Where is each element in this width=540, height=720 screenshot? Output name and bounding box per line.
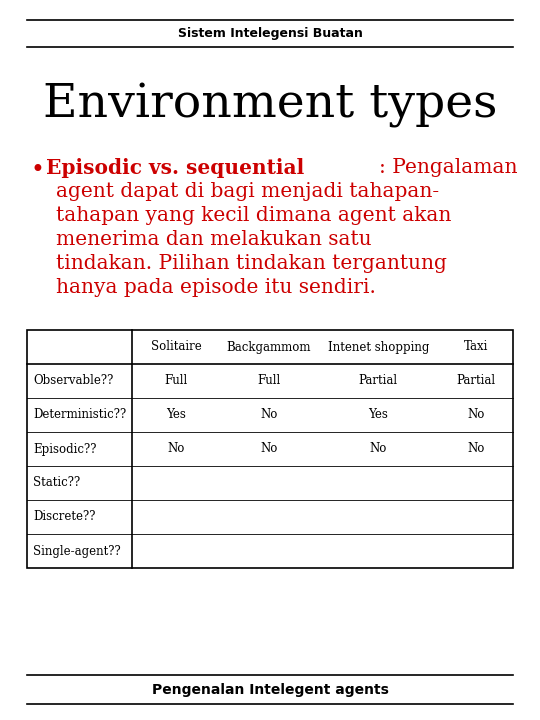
- Text: Observable??: Observable??: [33, 374, 113, 387]
- Text: Partial: Partial: [456, 374, 495, 387]
- Text: Intenet shopping: Intenet shopping: [328, 341, 429, 354]
- Text: Discrete??: Discrete??: [33, 510, 96, 523]
- Text: Deterministic??: Deterministic??: [33, 408, 126, 421]
- Text: agent dapat di bagi menjadi tahapan-: agent dapat di bagi menjadi tahapan-: [56, 182, 439, 201]
- Text: Yes: Yes: [368, 408, 388, 421]
- Text: Backgammom: Backgammom: [227, 341, 312, 354]
- Text: No: No: [467, 408, 484, 421]
- Text: Full: Full: [258, 374, 281, 387]
- Text: Yes: Yes: [166, 408, 186, 421]
- Text: No: No: [260, 408, 278, 421]
- Text: : Pengalaman: : Pengalaman: [379, 158, 518, 177]
- Text: Solitaire: Solitaire: [151, 341, 201, 354]
- Text: tahapan yang kecil dimana agent akan: tahapan yang kecil dimana agent akan: [56, 206, 451, 225]
- Text: Static??: Static??: [33, 477, 80, 490]
- Text: No: No: [467, 443, 484, 456]
- Text: Pengenalan Intelegent agents: Pengenalan Intelegent agents: [152, 683, 388, 697]
- Text: Episodic??: Episodic??: [33, 443, 97, 456]
- Bar: [27, 330, 513, 568]
- Text: Partial: Partial: [359, 374, 398, 387]
- Text: Environment types: Environment types: [43, 82, 497, 127]
- Text: •: •: [30, 158, 44, 182]
- Text: tindakan. Pilihan tindakan tergantung: tindakan. Pilihan tindakan tergantung: [56, 254, 447, 273]
- Text: Episodic vs. sequential: Episodic vs. sequential: [46, 158, 304, 178]
- Text: No: No: [167, 443, 185, 456]
- Text: menerima dan melakukan satu: menerima dan melakukan satu: [56, 230, 372, 249]
- Text: No: No: [260, 443, 278, 456]
- Text: Taxi: Taxi: [464, 341, 488, 354]
- Text: Full: Full: [165, 374, 188, 387]
- Text: hanya pada episode itu sendiri.: hanya pada episode itu sendiri.: [56, 278, 376, 297]
- Text: Single-agent??: Single-agent??: [33, 544, 121, 557]
- Text: No: No: [369, 443, 387, 456]
- Text: Sistem Intelegensi Buatan: Sistem Intelegensi Buatan: [178, 27, 362, 40]
